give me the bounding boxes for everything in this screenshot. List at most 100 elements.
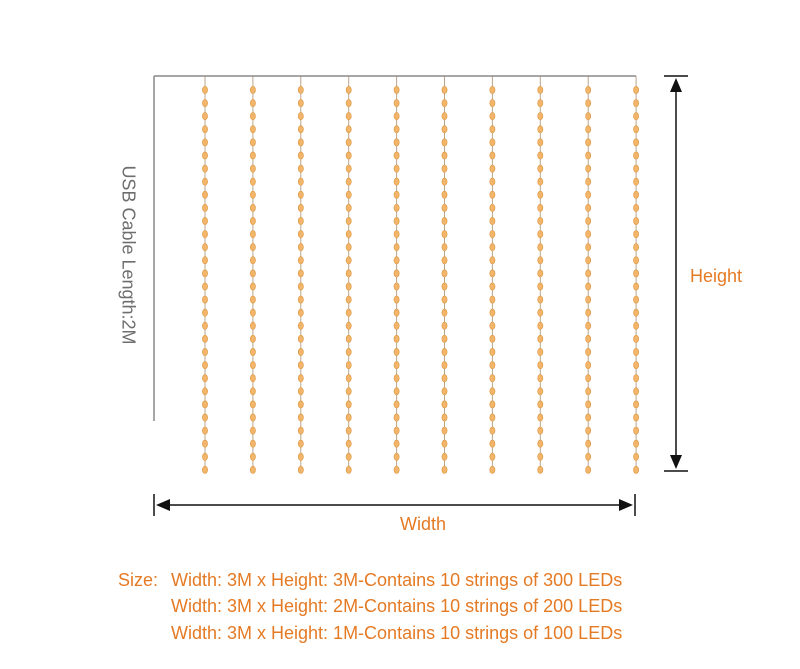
led-bead (297, 452, 304, 461)
led-bead (585, 439, 592, 448)
led-strings (202, 76, 639, 474)
led-bead (393, 465, 400, 474)
led-bead (537, 334, 544, 343)
led-bead (633, 243, 639, 252)
led-bead (585, 321, 592, 330)
led-bead (249, 452, 256, 461)
spec-line: Width: 3M x Height: 2M-Contains 10 strin… (171, 596, 622, 616)
led-bead (345, 348, 352, 356)
led-bead (633, 374, 639, 383)
led-bead (345, 452, 352, 461)
led-bead (345, 387, 352, 396)
led-bead (297, 282, 304, 291)
led-bead (393, 282, 400, 291)
led-bead (633, 203, 639, 212)
led-bead (441, 374, 448, 383)
led-bead (297, 348, 304, 356)
led-bead (441, 243, 448, 252)
led-bead (393, 439, 400, 448)
led-bead (585, 282, 592, 291)
led-bead (489, 452, 496, 461)
led-bead (393, 217, 400, 225)
led-bead (297, 177, 304, 186)
led-bead (249, 348, 256, 356)
led-bead (345, 361, 352, 369)
led-bead (633, 321, 639, 330)
led-bead (537, 230, 544, 238)
led-bead (537, 164, 544, 173)
led-bead (633, 256, 639, 265)
led-bead (249, 217, 256, 225)
led-bead (345, 230, 352, 238)
led-bead (441, 465, 448, 474)
led-bead (202, 465, 208, 474)
led-bead (345, 439, 352, 448)
led-bead (585, 217, 592, 225)
led-bead (537, 308, 544, 317)
led-bead (441, 452, 448, 461)
led-bead (249, 334, 256, 343)
led-bead (633, 387, 639, 396)
led-bead (345, 203, 352, 212)
led-bead (297, 374, 304, 383)
led-bead (537, 400, 544, 409)
led-bead (202, 334, 208, 343)
led-bead (489, 426, 496, 435)
led-bead (537, 452, 544, 461)
led-bead (393, 413, 400, 422)
led-bead (633, 439, 639, 448)
led-bead (441, 230, 448, 238)
led-bead (537, 269, 544, 278)
spec-line: Width: 3M x Height: 3M-Contains 10 strin… (171, 570, 622, 590)
led-bead (489, 308, 496, 317)
led-bead (202, 413, 208, 422)
led-bead (297, 138, 304, 147)
led-bead (202, 387, 208, 396)
led-bead (585, 177, 592, 186)
led-bead (249, 361, 256, 369)
led-bead (345, 164, 352, 173)
led-bead (489, 334, 496, 343)
led-bead (537, 243, 544, 252)
led-bead (537, 217, 544, 225)
led-bead (537, 112, 544, 121)
led-bead (489, 400, 496, 409)
led-bead (489, 151, 496, 160)
led-bead (202, 308, 208, 317)
led-bead (345, 374, 352, 383)
led-bead (249, 125, 256, 134)
led-bead (297, 439, 304, 448)
led-bead (345, 256, 352, 265)
led-bead (297, 256, 304, 265)
led-bead (202, 151, 208, 160)
led-bead (393, 269, 400, 278)
led-bead (489, 387, 496, 396)
led-bead (585, 334, 592, 343)
led-bead (441, 177, 448, 186)
led-bead (393, 334, 400, 343)
led-bead (297, 361, 304, 369)
cable-label: USB Cable Length:2M (118, 165, 138, 344)
led-bead (633, 99, 639, 107)
led-bead (393, 190, 400, 199)
led-bead (297, 387, 304, 396)
led-bead (489, 439, 496, 448)
led-bead (297, 295, 304, 304)
led-bead (441, 308, 448, 317)
led-bead (633, 112, 639, 121)
led-bead (202, 295, 208, 304)
led-bead (249, 243, 256, 252)
led-bead (585, 400, 592, 409)
led-bead (489, 86, 496, 94)
led-bead (249, 413, 256, 422)
led-bead (585, 138, 592, 147)
led-bead (537, 177, 544, 186)
led-bead (202, 177, 208, 186)
led-bead (585, 361, 592, 369)
led-bead (489, 465, 496, 474)
led-bead (345, 269, 352, 278)
led-bead (297, 86, 304, 94)
led-bead (249, 112, 256, 121)
led-bead (633, 282, 639, 291)
